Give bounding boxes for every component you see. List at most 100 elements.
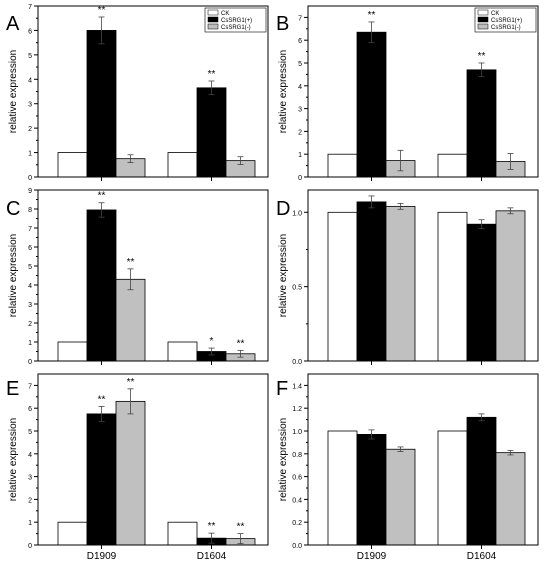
y-tick-label: 7	[28, 226, 32, 233]
y-tick-label: 0.6	[292, 475, 302, 482]
y-tick-label: 3	[28, 475, 32, 482]
bar-ck-d1909	[57, 152, 88, 178]
y-tick-label: 6	[28, 28, 32, 35]
significance-label: **	[208, 69, 216, 80]
plot-frame	[37, 373, 269, 546]
y-tick-label: 0.5	[292, 285, 302, 292]
legend-swatch	[477, 23, 489, 30]
bar-ck-d1604	[437, 153, 468, 178]
y-tick-label: 3	[28, 102, 32, 109]
y-tick-label: 2	[28, 126, 32, 133]
y-tick-label: 1	[28, 520, 32, 527]
y-tick-label: 1.4	[292, 383, 302, 390]
significance-label: **	[237, 522, 245, 533]
plot-frame	[307, 5, 539, 178]
bar-cssrg1--d1604	[466, 223, 497, 362]
bar-ck-d1909	[327, 153, 358, 178]
legend-label: CsSRG1(-)	[221, 25, 251, 31]
significance-label: **	[98, 5, 106, 16]
bar-ck-d1909	[57, 521, 88, 546]
legend-label: CK	[491, 11, 499, 17]
y-tick-label: 2	[28, 321, 32, 328]
legend-swatch	[477, 16, 489, 23]
y-tick-label: 0.0	[292, 359, 302, 366]
significance-label: **	[98, 394, 106, 405]
bar-cssrg1--d1909	[86, 30, 117, 178]
y-tick-label: 5	[28, 53, 32, 60]
y-tick-label: 1.0	[292, 429, 302, 436]
legend-label: CsSRG1(-)	[491, 25, 521, 31]
y-tick-label: 4	[28, 283, 32, 290]
plot-frame	[307, 373, 539, 546]
y-tick-label: 0.8	[292, 452, 302, 459]
bar-ck-d1604	[167, 341, 198, 362]
y-axis-label: relative expression	[278, 50, 289, 133]
significance-label: **	[98, 191, 106, 202]
y-axis-label: relative expression	[8, 50, 19, 133]
y-tick-label: 6	[28, 406, 32, 413]
bar-cssrg1--d1909	[86, 413, 117, 546]
panel-letter: C	[6, 198, 20, 220]
plot-frame	[37, 189, 269, 362]
y-tick-label: 0	[28, 543, 32, 550]
y-tick-label: 0.4	[292, 497, 302, 504]
panel-letter: A	[6, 13, 20, 35]
y-tick-label: 1	[28, 340, 32, 347]
significance-label: *	[210, 336, 214, 347]
y-tick-label: 0	[298, 175, 302, 182]
bar-cssrg1--d1604	[466, 416, 497, 546]
y-tick-label: 1	[28, 151, 32, 158]
bar-cssrg1--d1604	[495, 210, 526, 362]
legend-swatch	[477, 9, 489, 16]
significance-label: **	[127, 257, 135, 268]
legend-swatch	[207, 16, 219, 23]
bar-ck-d1604	[437, 430, 468, 546]
y-tick-label: 4	[28, 452, 32, 459]
bar-ck-d1909	[57, 341, 88, 362]
y-tick-label: 0.0	[292, 543, 302, 550]
legend-label: CK	[221, 11, 229, 17]
bar-cssrg1--d1909	[86, 209, 117, 362]
y-tick-label: 9	[28, 188, 32, 195]
bar-ck-d1604	[437, 211, 468, 362]
y-axis-label: relative expression	[278, 234, 289, 317]
significance-label: **	[208, 521, 216, 532]
x-tick-label: D1909	[87, 551, 117, 562]
y-tick-label: 6	[298, 38, 302, 45]
y-tick-label: 1.0	[292, 210, 302, 217]
bar-cssrg1--d1909	[115, 278, 146, 362]
x-tick-label: D1604	[467, 551, 497, 562]
y-tick-label: 3	[298, 107, 302, 114]
legend-label: CsSRG1(+)	[221, 18, 252, 24]
x-tick-label: D1604	[197, 551, 227, 562]
y-tick-label: 0.2	[292, 520, 302, 527]
bar-cssrg1--d1909	[356, 201, 387, 362]
y-tick-label: 4	[298, 84, 302, 91]
panel-letter: D	[276, 198, 290, 220]
y-tick-label: 5	[28, 264, 32, 271]
y-tick-label: 5	[28, 429, 32, 436]
legend-label: CsSRG1(+)	[491, 18, 522, 24]
x-tick-label: D1909	[357, 551, 387, 562]
panel-letter: F	[276, 378, 288, 400]
y-tick-label: 5	[298, 61, 302, 68]
y-tick-label: 1	[298, 152, 302, 159]
y-axis-label: relative expression	[8, 234, 19, 317]
legend-swatch	[207, 9, 219, 16]
bar-cssrg1--d1909	[356, 434, 387, 546]
plot-frame	[307, 189, 539, 362]
y-tick-label: 7	[298, 15, 302, 22]
bar-cssrg1--d1604	[466, 69, 497, 178]
significance-label: **	[127, 377, 135, 388]
panel-letter: E	[6, 378, 19, 400]
bar-cssrg1--d1909	[385, 448, 416, 546]
bar-cssrg1--d1604	[196, 87, 227, 178]
y-tick-label: 6	[28, 245, 32, 252]
